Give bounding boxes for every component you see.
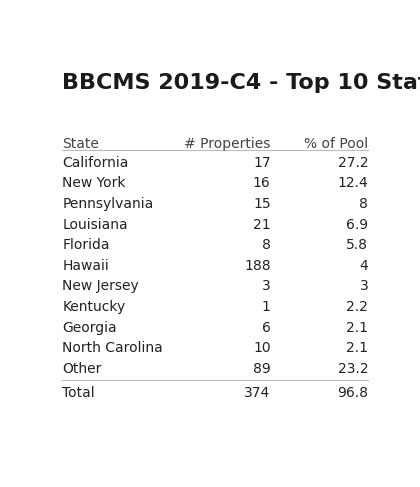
- Text: Florida: Florida: [62, 238, 110, 252]
- Text: Total: Total: [62, 386, 95, 400]
- Text: 2.2: 2.2: [346, 300, 368, 314]
- Text: # Properties: # Properties: [184, 137, 270, 151]
- Text: 8: 8: [262, 238, 270, 252]
- Text: Georgia: Georgia: [62, 320, 117, 335]
- Text: BBCMS 2019-C4 - Top 10 States: BBCMS 2019-C4 - Top 10 States: [62, 74, 420, 94]
- Text: 5.8: 5.8: [346, 238, 368, 252]
- Text: 16: 16: [253, 176, 270, 190]
- Text: 89: 89: [253, 362, 270, 376]
- Text: 188: 188: [244, 259, 270, 273]
- Text: 6: 6: [262, 320, 270, 335]
- Text: 3: 3: [360, 280, 368, 294]
- Text: 2.1: 2.1: [346, 320, 368, 335]
- Text: California: California: [62, 156, 129, 169]
- Text: Pennsylvania: Pennsylvania: [62, 197, 154, 211]
- Text: North Carolina: North Carolina: [62, 341, 163, 356]
- Text: Other: Other: [62, 362, 102, 376]
- Text: 1: 1: [262, 300, 270, 314]
- Text: 17: 17: [253, 156, 270, 169]
- Text: 2.1: 2.1: [346, 341, 368, 356]
- Text: 10: 10: [253, 341, 270, 356]
- Text: 4: 4: [360, 259, 368, 273]
- Text: New York: New York: [62, 176, 126, 190]
- Text: 96.8: 96.8: [337, 386, 368, 400]
- Text: 6.9: 6.9: [346, 218, 368, 231]
- Text: 23.2: 23.2: [338, 362, 368, 376]
- Text: 27.2: 27.2: [338, 156, 368, 169]
- Text: Hawaii: Hawaii: [62, 259, 109, 273]
- Text: Kentucky: Kentucky: [62, 300, 126, 314]
- Text: 15: 15: [253, 197, 270, 211]
- Text: New Jersey: New Jersey: [62, 280, 139, 294]
- Text: 8: 8: [360, 197, 368, 211]
- Text: 374: 374: [244, 386, 270, 400]
- Text: 3: 3: [262, 280, 270, 294]
- Text: % of Pool: % of Pool: [304, 137, 368, 151]
- Text: State: State: [62, 137, 99, 151]
- Text: Louisiana: Louisiana: [62, 218, 128, 231]
- Text: 21: 21: [253, 218, 270, 231]
- Text: 12.4: 12.4: [338, 176, 368, 190]
